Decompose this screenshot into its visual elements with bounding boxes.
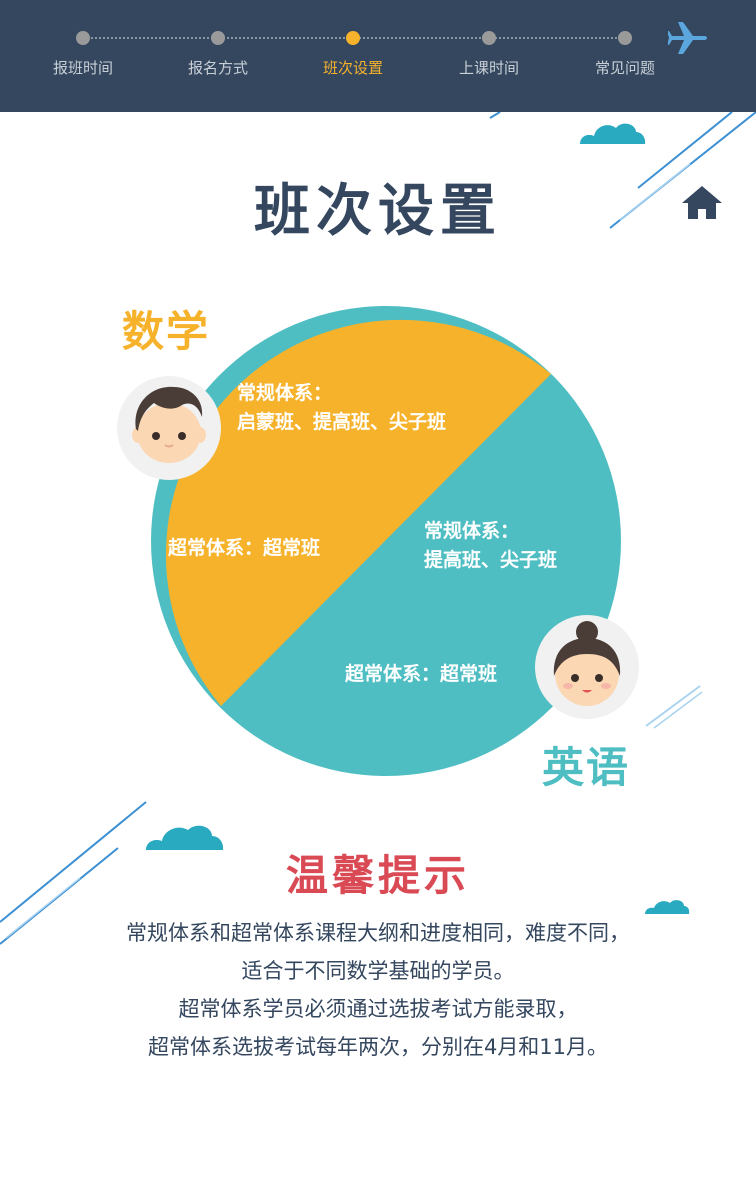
tips-line: 常规体系和超常体系课程大纲和进度相同，难度不同， xyxy=(126,921,630,945)
math-regular-title: 常规体系： xyxy=(237,382,333,404)
math-regular-classes: 启蒙班、提高班、尖子班 xyxy=(237,411,447,433)
decorative-stripes-top xyxy=(489,112,756,229)
girl-avatar-icon xyxy=(535,615,639,719)
step-label: 上课时间 xyxy=(458,59,519,77)
step-enroll-method[interactable]: 报名方式 xyxy=(163,0,273,112)
step-dot xyxy=(211,31,225,45)
step-dot-active xyxy=(346,31,360,45)
cloud-icon xyxy=(146,825,224,850)
step-dot xyxy=(76,31,90,45)
english-regular-classes: 提高班、尖子班 xyxy=(424,549,558,571)
decorative-stripes-right xyxy=(645,685,703,729)
step-label: 报名方式 xyxy=(187,59,248,77)
math-half xyxy=(165,319,551,706)
step-class-settings[interactable]: 班次设置 xyxy=(298,0,408,112)
step-dot xyxy=(618,31,632,45)
math-super-classes: 超常体系：超常班 xyxy=(168,537,321,559)
boy-avatar-icon xyxy=(117,376,221,480)
step-label: 常见问题 xyxy=(594,59,655,77)
home-icon[interactable] xyxy=(680,183,724,223)
step-label: 班次设置 xyxy=(322,59,383,77)
page-title: 班次设置 xyxy=(254,179,502,244)
cloud-icon xyxy=(580,123,646,144)
english-regular-title: 常规体系： xyxy=(424,520,520,542)
step-dot xyxy=(482,31,496,45)
math-subject-label: 数学 xyxy=(122,307,211,356)
tips-title: 温馨提示 xyxy=(285,851,470,900)
step-label: 报班时间 xyxy=(52,59,113,77)
english-super-classes: 超常体系：超常班 xyxy=(345,663,498,685)
tips-text: 常规体系和超常体系课程大纲和进度相同，难度不同， 适合于不同数学基础的学员。 超… xyxy=(60,914,696,1066)
cloud-icon xyxy=(645,900,690,914)
step-class-time[interactable]: 上课时间 xyxy=(434,0,544,112)
class-system-pie xyxy=(151,306,621,776)
tips-line: 超常体系选拔考试每年两次，分别在4月和11月。 xyxy=(147,1035,609,1059)
tips-line: 超常体系学员必须通过选拔考试方能录取， xyxy=(178,997,578,1021)
decorative-stripes-left xyxy=(0,801,147,945)
english-subject-label: 英语 xyxy=(542,743,631,792)
plane-icon xyxy=(668,22,707,54)
tips-line: 适合于不同数学基础的学员。 xyxy=(241,959,515,983)
step-enroll-time[interactable]: 报班时间 xyxy=(28,0,138,112)
progress-header: 报班时间 报名方式 班次设置 上课时间 常见问题 xyxy=(0,0,756,112)
step-faq[interactable]: 常见问题 xyxy=(570,0,680,112)
